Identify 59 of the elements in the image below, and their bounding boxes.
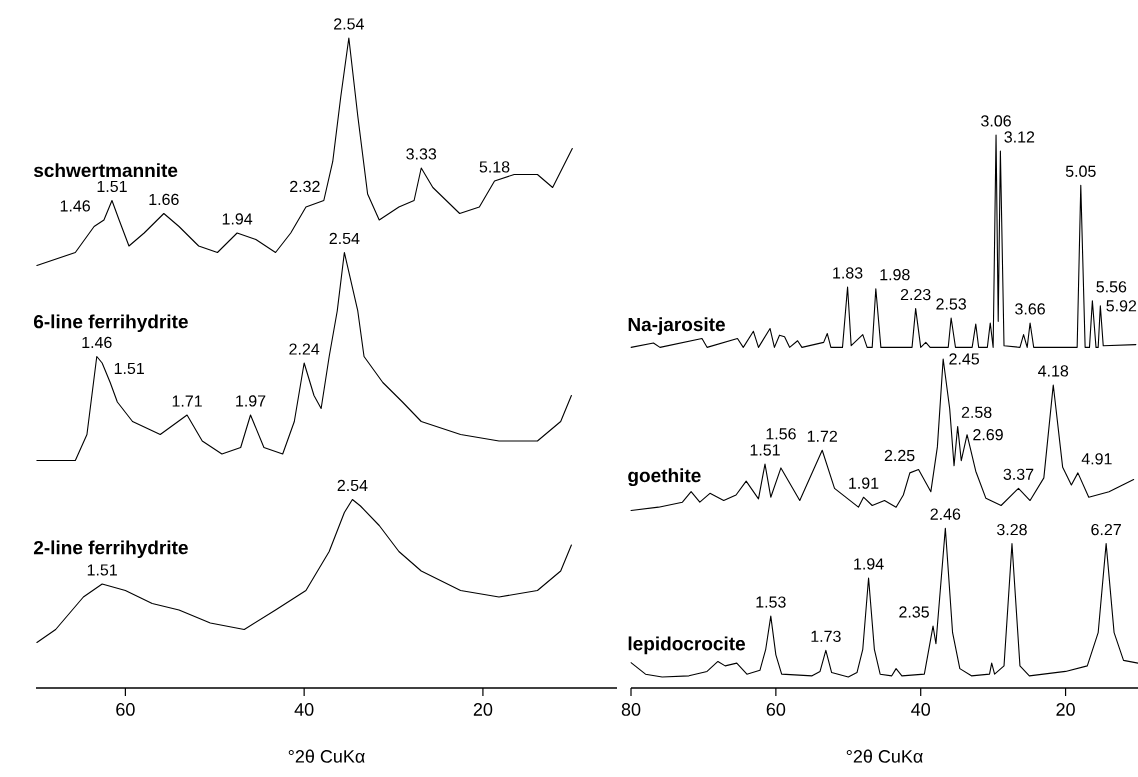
annotation: 2.54: [337, 479, 368, 492]
annotation: 3.66: [1015, 303, 1045, 315]
annotation: 2.54: [329, 232, 360, 245]
annotation: 6.27: [1091, 523, 1121, 536]
annotation: 1.51: [750, 444, 780, 456]
annotation: 3.37: [1003, 468, 1034, 480]
series-label: schwertmannite: [33, 163, 178, 178]
annotation: 1.91: [849, 477, 879, 489]
series-label: 2-line ferrihydrite: [33, 540, 188, 559]
annotation: 5.18: [479, 161, 510, 173]
annotation: 2.23: [900, 288, 931, 301]
annotation: 1.51: [114, 362, 144, 375]
annotation: 2.69: [973, 429, 1003, 441]
series-label: goethite: [628, 468, 701, 487]
annotation: 2.58: [961, 406, 992, 419]
annotation: 1.83: [833, 267, 863, 279]
series-label: Na-jarosite: [628, 317, 725, 335]
annotation: 5.05: [1065, 165, 1096, 177]
annotation: 2.24: [289, 343, 320, 355]
annotation: 1.46: [60, 200, 90, 212]
annotation: 2.54: [334, 18, 364, 30]
annotation: 1.53: [756, 596, 786, 608]
annotation: 1.46: [82, 336, 112, 349]
x-axis-title: °2θ CuKα: [288, 749, 365, 763]
annotation: 2.46: [930, 508, 961, 520]
annotation: 4.18: [1038, 365, 1069, 377]
annotation: 5.56: [1096, 281, 1127, 293]
x-tick-label: 20: [473, 703, 493, 716]
annotation: 4.91: [1081, 453, 1112, 465]
annotation: 2.25: [884, 449, 915, 462]
annotation: 1.94: [854, 558, 884, 570]
annotation: 3.28: [997, 523, 1027, 536]
x-tick-label: 80: [621, 703, 641, 716]
annotation: 2.32: [290, 180, 320, 193]
annotation: 1.71: [172, 395, 202, 407]
x-tick-label: 60: [766, 703, 786, 716]
annotation: 1.51: [87, 564, 117, 576]
series-label: 6-line ferrihydrite: [33, 314, 188, 333]
annotation: 3.33: [406, 148, 437, 160]
annotation: 2.35: [899, 606, 929, 618]
annotation: 1.97: [236, 395, 266, 407]
x-tick-label: 40: [294, 703, 314, 716]
annotation: 3.12: [1004, 131, 1035, 143]
annotation: 1.66: [149, 193, 179, 206]
annotation: 1.51: [97, 180, 127, 193]
annotation: 3.06: [981, 115, 1011, 127]
x-tick-label: 60: [116, 703, 135, 716]
x-tick-label: 20: [1056, 703, 1075, 716]
x-axis-title: °2θ CuKα: [846, 749, 923, 763]
annotation: 1.73: [811, 630, 841, 642]
series-label: lepidocrocite: [628, 636, 746, 655]
annotation: 5.92: [1106, 300, 1137, 312]
annotation: 1.56: [766, 428, 796, 440]
annotation: 2.53: [936, 298, 966, 310]
annotation: 1.72: [807, 430, 837, 442]
x-tick-label: 40: [911, 703, 931, 716]
annotation: 1.94: [222, 213, 253, 225]
annotation: 2.45: [949, 353, 980, 365]
annotation: 1.98: [880, 269, 910, 281]
